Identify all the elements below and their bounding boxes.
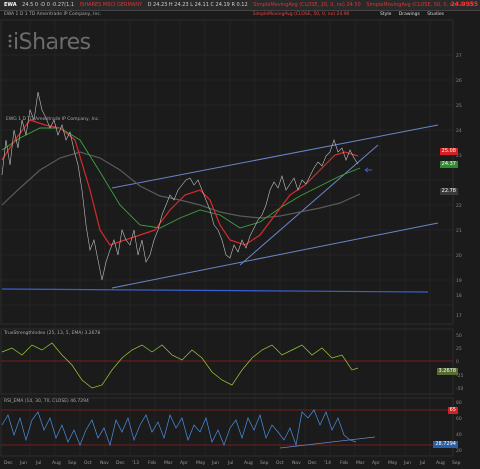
price-panel-frame [0, 19, 454, 325]
x-tick: May [388, 461, 398, 466]
x-tick: Mar [356, 461, 365, 466]
price-bars [1, 91, 359, 281]
ma20-price-label: 24.37 [439, 161, 458, 168]
tsi-line [1, 342, 359, 389]
lower-channel-line [111, 222, 439, 289]
x-tick: Aug [52, 461, 61, 466]
x-tick: May [196, 461, 206, 466]
tsi-value-label: 3.2678 [436, 368, 458, 375]
svg-text:20: 20 [456, 253, 462, 259]
svg-text:-50: -50 [456, 386, 463, 392]
svg-text:24: 24 [456, 128, 462, 134]
quote-bar: EWA 24.5 0 ·D 0 ·0.27(1.1 ISHARES MSCI G… [0, 0, 480, 11]
rsi-value-label: 28.7294 [433, 441, 458, 448]
tsi-panel-label: TrueStrengthIndex (25, 13, 5, EMA) 3.267… [4, 331, 101, 336]
svg-text:18: 18 [456, 293, 462, 299]
svg-text:19: 19 [456, 278, 462, 284]
chart-subbar: EWA 1 D 1 TD Ameritrade IP Company, Inc.… [0, 11, 480, 19]
x-tick: Aug [244, 461, 253, 466]
arrow-annotation-icon [364, 167, 372, 173]
ma200-line [1, 151, 361, 219]
svg-text:50: 50 [456, 333, 462, 339]
ma200-price-label: 22.78 [439, 188, 458, 195]
rsi-panel-frame [0, 397, 454, 457]
x-tick: Dec [308, 461, 317, 466]
x-tick: Apr [180, 461, 188, 466]
quote-change: 24.5 0 ·D 0 ·0.27(1.1 [22, 2, 75, 8]
svg-text:-25: -25 [456, 373, 463, 379]
price-panel-label: EWG 1 D TD Ameritrade IP Company, Inc. [6, 117, 100, 122]
vertical-gridlines [29, 20, 431, 456]
ohlc-readout: D 24.23 H 24.23 L 24.11 C 24.19 R 0.12 [147, 2, 248, 8]
x-tick: '14 [324, 461, 331, 466]
svg-text:23: 23 [456, 153, 462, 159]
tsi-axis: 50 25 0 -25 -50 [456, 333, 463, 392]
x-tick: Oct [84, 461, 92, 466]
last-price: 24.0955 [450, 1, 478, 8]
x-tick: Dec [116, 461, 125, 466]
indicator-readout-2: SimpleMovingAvg (CLOSE, 50, 0, no) 24.18 [366, 2, 474, 8]
indicator-readout-1: SimpleMovingAvg (CLOSE, 20, 0, no) 24.50 [253, 2, 361, 8]
subbar-indicator: SimpleMovingAvg (CLOSE, 50, 0, no) 24.90 [252, 12, 350, 17]
rsi-trendline[interactable] [279, 436, 376, 449]
svg-text:17: 17 [456, 313, 462, 319]
x-tick: Feb [340, 461, 348, 466]
x-tick: Dec [4, 461, 13, 466]
horizontal-gridlines [1, 54, 453, 306]
upper-channel-line [111, 124, 439, 189]
x-tick: '13 [132, 461, 139, 466]
studies-menu[interactable]: Studies [427, 12, 444, 17]
style-menu[interactable]: Style [380, 12, 392, 17]
drawings-menu[interactable]: Drawings [398, 12, 420, 17]
svg-text:40: 40 [456, 432, 462, 438]
x-tick: Apr [372, 461, 380, 466]
x-tick: Aug [436, 461, 445, 466]
x-tick: Sep [260, 461, 269, 466]
x-tick: Jun [404, 461, 412, 466]
rsi-panel-label: RSI_EMA (14, 30, 70, CLOSE) 46.7294 [4, 399, 89, 404]
rsi-line [1, 409, 357, 447]
x-tick: Jul [36, 461, 42, 466]
chart-description: EWA 1 D 1 TD Ameritrade IP Company, Inc. [4, 12, 102, 17]
rsi-overbought-label: 65 [447, 407, 458, 414]
ishares-logo: iShares [13, 30, 91, 55]
x-tick: Jun [212, 461, 220, 466]
symbol-description: ISHARES MSCI GERMANY [79, 2, 142, 8]
svg-text:26: 26 [456, 78, 462, 84]
trend-channel[interactable] [111, 124, 439, 289]
svg-text:60: 60 [456, 416, 462, 422]
x-tick: Oct [276, 461, 284, 466]
ma20-line [1, 119, 359, 246]
x-tick: Nov [100, 461, 109, 466]
svg-text:21: 21 [456, 228, 462, 234]
svg-text:80: 80 [456, 400, 462, 406]
svg-text:25: 25 [456, 346, 462, 352]
x-tick: Nov [292, 461, 301, 466]
ishares-logo-icon [8, 34, 12, 48]
tsi-panel-frame [0, 328, 454, 395]
horizontal-support-line[interactable] [1, 288, 429, 293]
x-tick: Sep [68, 461, 77, 466]
x-tick: Jun [20, 461, 28, 466]
x-tick: Jul [228, 461, 234, 466]
chart-tools: Style Drawings Studies [374, 11, 444, 19]
svg-text:20: 20 [456, 448, 462, 454]
svg-text:22: 22 [456, 203, 462, 209]
svg-text:25: 25 [456, 103, 462, 109]
x-tick: Feb [148, 461, 156, 466]
support-trendline [239, 144, 379, 266]
rsi-axis: 80 60 40 20 [456, 400, 462, 454]
svg-text:0: 0 [456, 359, 459, 365]
current-price-label: 25.08 [439, 148, 458, 155]
svg-text:27: 27 [456, 53, 462, 59]
price-axis: 27 26 25 24 23 22 21 20 19 18 17 [456, 53, 462, 319]
ma50-line [1, 127, 361, 229]
x-tick: Jul [420, 461, 426, 466]
x-tick: Mar [164, 461, 173, 466]
x-tick: Sep [452, 461, 461, 466]
symbol-field[interactable]: EWA [4, 2, 17, 8]
